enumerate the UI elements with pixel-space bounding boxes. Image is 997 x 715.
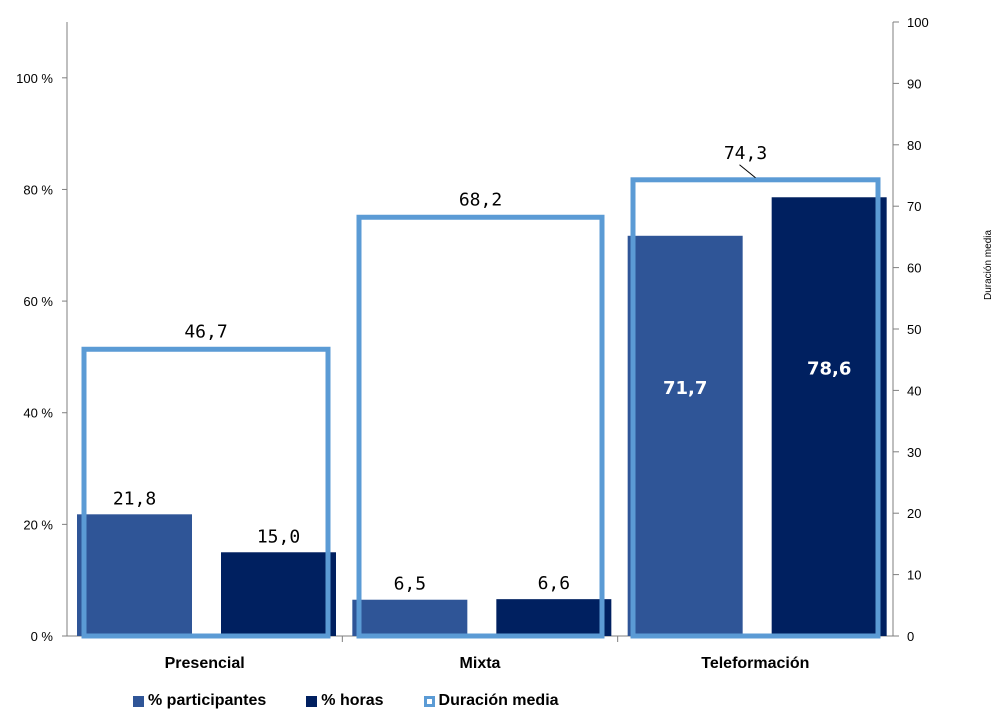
duracion-media-label: 74,3 — [724, 143, 767, 164]
category-label: Presencial — [165, 655, 245, 672]
right-tick-label: 30 — [907, 445, 921, 460]
legend-label-duracion: Duración media — [438, 692, 559, 709]
legend-item-duracion: Duración media — [423, 692, 559, 710]
left-tick-label: 20 % — [23, 517, 53, 532]
right-tick-label: 10 — [907, 568, 921, 583]
bar-horas — [771, 197, 887, 636]
legend-item-participantes: % participantes — [133, 692, 266, 710]
right-tick-label: 40 — [907, 383, 921, 398]
legend-swatch-horas — [306, 695, 318, 707]
right-tick-label: 90 — [907, 76, 921, 91]
bar-data-label: 6,6 — [538, 573, 571, 594]
right-tick-label: 20 — [907, 506, 921, 521]
right-tick-label: 0 — [907, 629, 914, 644]
legend-swatch-duracion — [423, 695, 435, 707]
duracion-media-label: 68,2 — [459, 189, 502, 210]
bar-horas — [496, 599, 612, 636]
duracion-media-label: 46,7 — [184, 321, 227, 342]
right-tick-label: 80 — [907, 138, 921, 153]
right-axis-title: Duración media — [983, 229, 994, 300]
category-label: Mixta — [460, 655, 501, 672]
duracion-media-box — [630, 177, 881, 639]
bar-data-label: 6,5 — [394, 574, 427, 595]
left-tick-label: 0 % — [31, 629, 54, 644]
bar-horas — [221, 552, 336, 636]
bar-participantes — [77, 514, 192, 636]
left-tick-label: 100 % — [16, 71, 53, 86]
right-tick-label: 60 — [907, 261, 921, 276]
left-tick-label: 40 % — [23, 406, 53, 421]
right-tick-label: 50 — [907, 322, 921, 337]
bar-data-label: 21,8 — [113, 488, 156, 509]
legend-label-participantes: % participantes — [148, 692, 267, 709]
legend-item-horas: % horas — [306, 692, 384, 710]
legend-swatch-participantes — [133, 695, 144, 707]
bar-data-label: 78,6 — [807, 359, 851, 380]
right-tick-label: 70 — [907, 199, 921, 214]
category-label: Teleformación — [701, 655, 809, 672]
legend: % participantes % horas Duración media — [133, 692, 599, 710]
bar-data-label: 15,0 — [257, 526, 300, 547]
bar-data-label: 71,7 — [663, 378, 707, 399]
right-tick-label: 100 — [907, 15, 929, 30]
duracion-media-box — [356, 214, 605, 639]
duracion-media-leader-line — [739, 164, 756, 179]
left-tick-label: 60 % — [23, 294, 53, 309]
left-tick-label: 80 % — [23, 182, 53, 197]
bar-participantes — [627, 235, 743, 636]
duracion-media-box — [81, 346, 331, 639]
bar-participantes — [352, 599, 468, 636]
legend-label-horas: % horas — [321, 692, 384, 709]
